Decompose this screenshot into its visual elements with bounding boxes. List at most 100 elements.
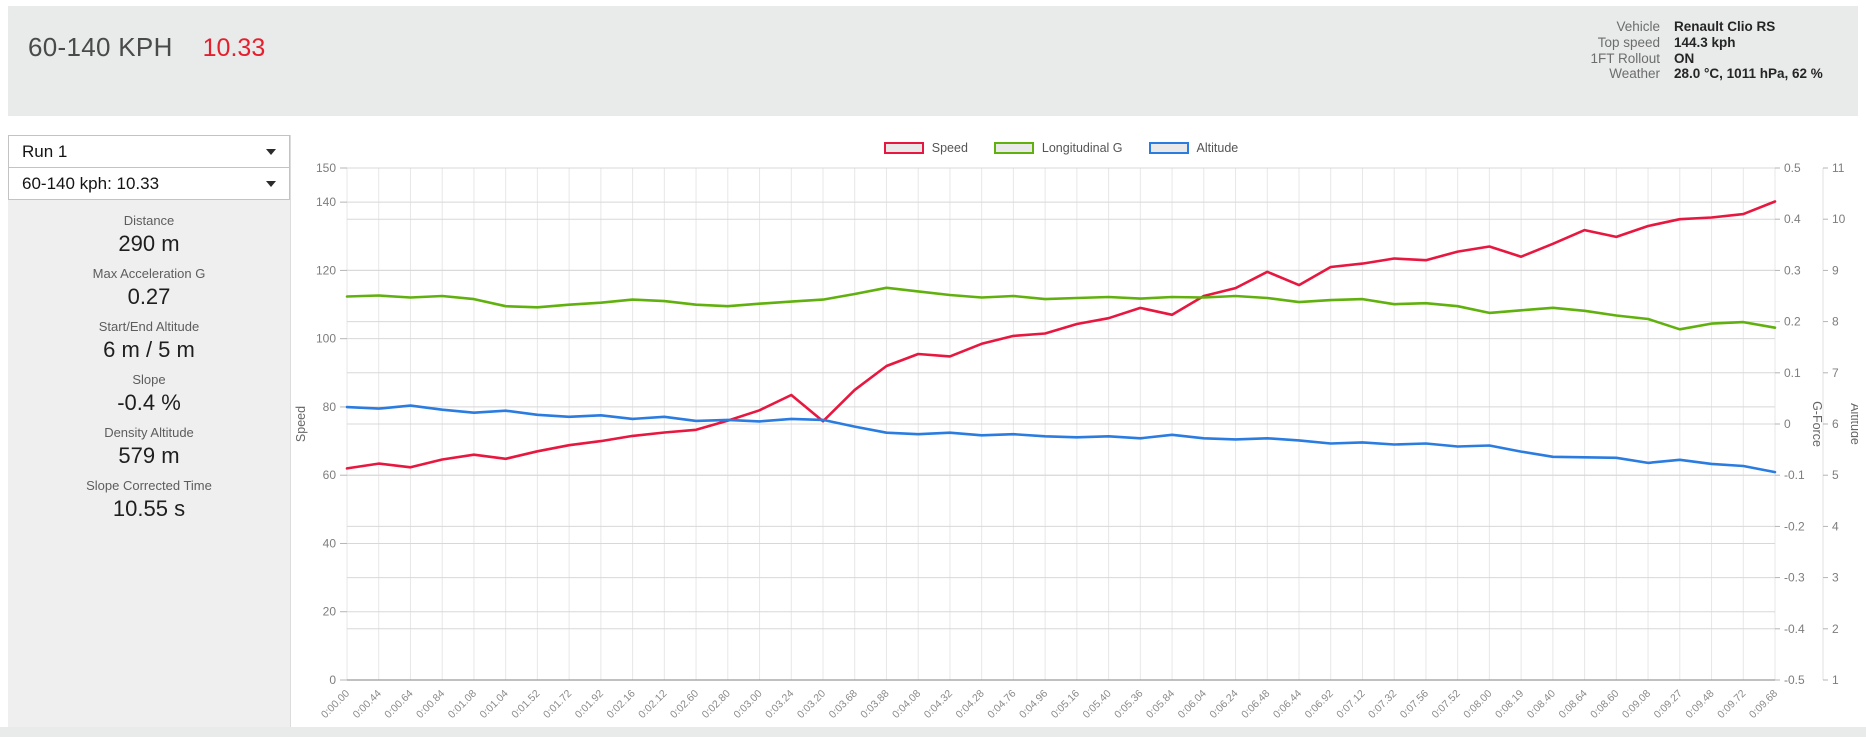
stat-slope-corrected-time: Slope Corrected Time 10.55 s xyxy=(8,478,290,522)
chart-grid xyxy=(346,167,1776,681)
legend-label: Altitude xyxy=(1196,141,1239,155)
x-axis-tick: 0:08.19 xyxy=(1493,688,1526,721)
x-axis-tick: 0:06.92 xyxy=(1303,688,1336,721)
speed-axis-tick: 20 xyxy=(323,605,337,619)
x-axis-tick: 0:06.48 xyxy=(1239,688,1272,721)
page-title: 60-140 KPH xyxy=(28,32,173,62)
x-axis-tick: 0:08.60 xyxy=(1588,688,1621,721)
stat-distance: Distance 290 m xyxy=(8,213,290,257)
x-axis-tick: 0:06.04 xyxy=(1176,688,1209,721)
chevron-down-icon xyxy=(266,180,276,187)
x-axis-tick: 0:03.68 xyxy=(827,688,860,721)
info-value: ON xyxy=(1674,50,1695,66)
x-axis-tick: 0:02.60 xyxy=(668,688,701,721)
x-axis-tick: 0:01.52 xyxy=(509,688,542,721)
legend-item-altitude[interactable]: Altitude xyxy=(1148,141,1239,155)
x-axis-tick: 0:06.44 xyxy=(1271,688,1304,721)
run-selector-value: Run 1 xyxy=(22,141,68,161)
x-axis-tick: 0:04.76 xyxy=(985,688,1018,721)
chart-legend: Speed Longitudinal G Altitude xyxy=(347,137,1775,159)
altitude-axis-tick: 6 xyxy=(1832,417,1839,431)
x-axis-tick: 0:01.92 xyxy=(573,688,606,721)
result-selector-value: 60-140 kph: 10.33 xyxy=(22,173,160,193)
stat-label: Max Acceleration G xyxy=(92,266,206,281)
info-row-rollout: 1FT Rollout ON xyxy=(1550,51,1840,67)
x-axis-tick: 0:05.84 xyxy=(1144,688,1177,721)
altitude-axis-tick: 11 xyxy=(1832,161,1845,175)
legend-label: Longitudinal G xyxy=(1041,141,1123,155)
gforce-axis-title: G-Force xyxy=(1810,401,1824,447)
altitude-axis-tick: 10 xyxy=(1832,212,1846,226)
x-axis-tick: 0:02.12 xyxy=(636,688,669,721)
x-axis-tick: 0:03.88 xyxy=(858,688,891,721)
info-row-top-speed: Top speed 144.3 kph xyxy=(1550,35,1840,51)
gforce-axis-tick: -0.2 xyxy=(1784,519,1805,533)
speed-swatch-icon xyxy=(883,142,924,154)
legend-item-speed[interactable]: Speed xyxy=(883,141,968,155)
gforce-axis-tick: 0.4 xyxy=(1784,212,1801,226)
x-axis-tick: 0:09.72 xyxy=(1715,688,1748,721)
stat-value: 10.55 s xyxy=(112,496,186,521)
stat-slope: Slope -0.4 % xyxy=(8,372,290,416)
chart-area: Speed Longitudinal G Altitude 0 20 40 60 80 1… xyxy=(291,135,1862,727)
sidebar: Run 1 60-140 kph: 10.33 Distance 290 m M… xyxy=(8,135,291,727)
altitude-swatch-icon xyxy=(1148,142,1189,154)
speed-axis-tick: 60 xyxy=(323,468,337,482)
altitude-axis-tick: 8 xyxy=(1832,315,1839,329)
stat-value: 0.27 xyxy=(127,284,171,309)
altitude-axis-tick: 3 xyxy=(1832,571,1839,585)
x-axis-tick: 0:05.36 xyxy=(1112,688,1145,721)
x-axis-tick: 0:05.16 xyxy=(1049,688,1082,721)
stat-value: 290 m xyxy=(118,231,180,256)
x-axis-tick: 0:09.27 xyxy=(1652,688,1685,721)
stat-value: -0.4 % xyxy=(117,390,181,415)
gforce-axis-tick: -0.5 xyxy=(1784,673,1805,687)
x-axis-tick: 0:03.20 xyxy=(795,688,828,721)
gforce-axis-tick: 0.2 xyxy=(1784,315,1801,329)
speed-axis-tick: 0 xyxy=(329,673,336,687)
x-axis-tick: 0:01.72 xyxy=(541,688,574,721)
altitude-axis-tick: 2 xyxy=(1832,622,1839,636)
altitude-axis-tick: 4 xyxy=(1832,519,1839,533)
stat-density-altitude: Density Altitude 579 m xyxy=(8,425,290,469)
chart-axes: 020406080100120140150-0.5-0.4-0.3-0.2-0.… xyxy=(294,161,1862,721)
x-axis-tick: 0:00.64 xyxy=(382,688,415,721)
stat-label: Slope Corrected Time xyxy=(86,478,212,493)
stat-label: Slope xyxy=(132,372,166,387)
x-axis-tick: 0:09.08 xyxy=(1620,688,1653,721)
info-label: Weather xyxy=(1609,66,1660,82)
gforce-axis-tick: -0.4 xyxy=(1784,622,1805,636)
run-chart[interactable]: 020406080100120140150-0.5-0.4-0.3-0.2-0.… xyxy=(291,135,1862,727)
altitude-axis-tick: 9 xyxy=(1832,263,1839,277)
gforce-axis-tick: 0.5 xyxy=(1784,161,1801,175)
x-axis-tick: 0:09.68 xyxy=(1747,688,1780,721)
info-row-vehicle: Vehicle Renault Clio RS xyxy=(1550,19,1840,35)
run-selector[interactable]: Run 1 xyxy=(8,135,290,168)
x-axis-tick: 0:04.32 xyxy=(922,688,955,721)
x-axis-tick: 0:03.24 xyxy=(763,688,796,721)
chevron-down-icon xyxy=(266,148,276,155)
x-axis-tick: 0:00.44 xyxy=(351,688,384,721)
longitudinal-g-swatch-icon xyxy=(993,142,1034,154)
x-axis-tick: 0:08.00 xyxy=(1461,688,1494,721)
altitude-axis-tick: 7 xyxy=(1832,366,1839,380)
legend-item-longitudinal-g[interactable]: Longitudinal G xyxy=(993,141,1123,155)
info-value: 28.0 °C, 1011 hPa, 62 % xyxy=(1674,66,1823,82)
x-axis-tick: 0:05.40 xyxy=(1080,688,1113,721)
legend-label: Speed xyxy=(931,141,968,155)
x-axis-tick: 0:09.48 xyxy=(1683,688,1716,721)
x-axis-tick: 0:06.24 xyxy=(1207,688,1240,721)
gforce-axis-tick: 0.1 xyxy=(1784,366,1801,380)
speed-axis-tick: 100 xyxy=(316,332,336,346)
gforce-axis-tick: -0.1 xyxy=(1784,468,1805,482)
altitude-series xyxy=(345,404,1777,474)
speed-series xyxy=(345,200,1777,470)
result-selector[interactable]: 60-140 kph: 10.33 xyxy=(8,167,290,200)
x-axis-tick: 0:07.52 xyxy=(1430,688,1463,721)
x-axis-tick: 0:03.00 xyxy=(731,688,764,721)
x-axis-tick: 0:07.56 xyxy=(1398,688,1431,721)
x-axis-tick: 0:04.96 xyxy=(1017,688,1050,721)
x-axis-tick: 0:00.84 xyxy=(414,688,447,721)
x-axis-tick: 0:08.40 xyxy=(1525,688,1558,721)
stat-value: 6 m / 5 m xyxy=(103,337,195,362)
